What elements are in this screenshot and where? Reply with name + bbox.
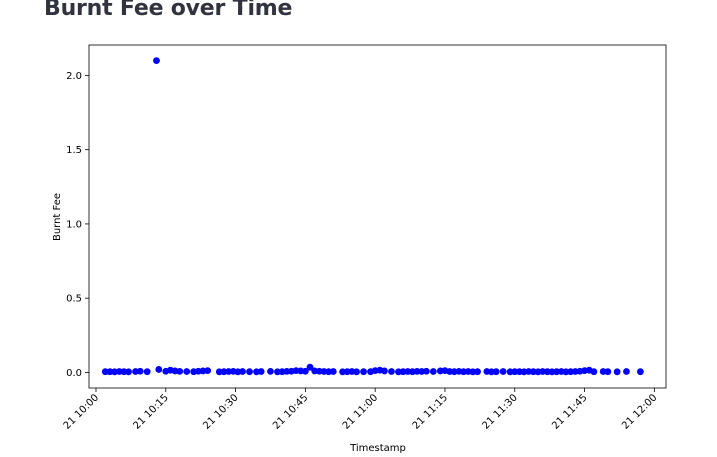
plot-frame	[88, 44, 667, 389]
data-point	[153, 57, 160, 64]
x-tick-label: 21 10:30	[201, 392, 240, 431]
data-point	[422, 367, 430, 375]
x-tick-label: 21 11:30	[480, 392, 519, 431]
data-point	[301, 367, 309, 375]
data-point	[101, 368, 109, 376]
data-point	[388, 368, 395, 375]
data-point	[176, 367, 184, 375]
data-point	[143, 368, 151, 376]
data-point	[604, 368, 612, 376]
data-point	[155, 366, 163, 373]
x-tick-label: 21 12:00	[620, 392, 659, 431]
y-axis-label: Burnt Fee	[52, 193, 63, 241]
data-point	[623, 368, 630, 375]
data-point	[329, 368, 337, 375]
data-point	[360, 368, 367, 376]
x-tick-label: 21 10:15	[131, 392, 170, 431]
x-tick-label: 21 11:45	[550, 392, 589, 431]
x-tick-label: 21 11:15	[411, 392, 450, 431]
data-point	[637, 368, 644, 376]
y-tick-label: 2.0	[66, 71, 82, 82]
y-tick-label: 0.5	[66, 294, 82, 305]
x-axis-label: Timestamp	[349, 443, 406, 454]
y-tick-label: 0.0	[66, 368, 82, 379]
page-title: Burnt Fee over Time	[44, 0, 293, 21]
data-point	[353, 368, 360, 376]
y-axis: 0.0 0.5 1.0 1.5 2.0	[66, 71, 89, 379]
data-point	[492, 368, 500, 376]
data-point	[613, 368, 621, 376]
data-point	[239, 368, 246, 375]
data-point	[474, 368, 481, 376]
data-point	[183, 368, 191, 375]
x-tick-label: 21 10:00	[62, 392, 101, 431]
data-point	[590, 368, 598, 376]
data-point	[267, 367, 274, 375]
data-point	[429, 368, 437, 375]
data-point	[499, 368, 507, 375]
x-tick-label: 21 11:00	[341, 392, 380, 431]
points-layer	[101, 57, 644, 376]
data-point	[125, 368, 132, 376]
data-point	[246, 368, 253, 376]
x-tick-label: 21 10:45	[271, 392, 310, 431]
y-tick-label: 1.0	[66, 219, 82, 230]
data-point	[204, 367, 212, 375]
y-tick-label: 1.5	[66, 145, 82, 156]
data-point	[257, 368, 265, 375]
data-point	[381, 367, 388, 375]
data-point	[136, 367, 144, 375]
data-point	[511, 368, 519, 376]
data-point	[306, 363, 314, 371]
x-axis: 21 10:00 21 10:15 21 10:30 21 10:45 21 11:00…	[62, 388, 659, 432]
